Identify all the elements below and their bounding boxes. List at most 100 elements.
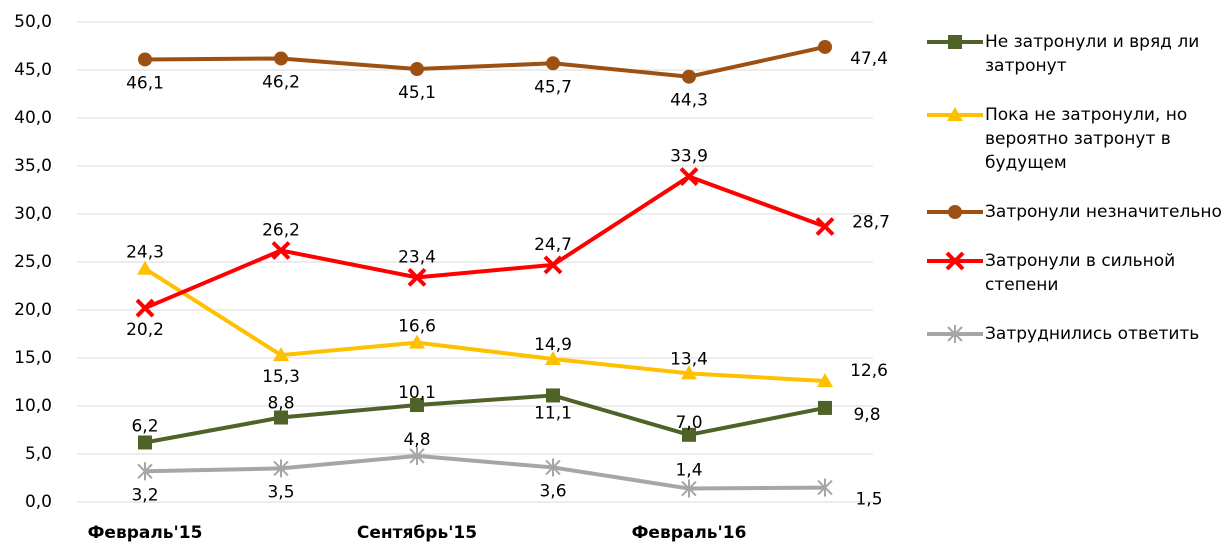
marker (947, 107, 963, 121)
y-tick-label: 0,0 (25, 492, 52, 512)
marker-shape (682, 427, 696, 442)
marker-shape (545, 350, 561, 365)
y-tick-label: 5,0 (25, 444, 52, 464)
marker (681, 365, 697, 380)
marker (546, 388, 560, 403)
series-line (144, 453, 826, 491)
marker-shape (274, 51, 288, 66)
data-label: 24,3 (126, 243, 164, 263)
data-label: 20,2 (126, 320, 164, 340)
marker (546, 56, 560, 71)
marker (681, 479, 697, 498)
legend-swatch (927, 325, 983, 343)
data-label: 1,4 (675, 461, 702, 481)
marker-shape (271, 241, 291, 260)
legend-swatch (927, 107, 983, 121)
marker-shape (681, 365, 697, 380)
y-tick-label: 15,0 (14, 348, 52, 368)
marker-shape (137, 462, 153, 481)
data-label: 10,1 (398, 383, 436, 403)
legend-entry: Затруднились ответить (925, 322, 1225, 346)
marker-shape (410, 398, 424, 413)
marker-shape (273, 347, 289, 362)
marker-shape (543, 255, 563, 275)
marker-shape (947, 107, 963, 121)
marker (137, 462, 153, 481)
marker (271, 241, 291, 260)
y-tick-label: 10,0 (14, 396, 52, 416)
y-tick-label: 35,0 (14, 156, 52, 176)
marker (407, 267, 427, 287)
series-line (144, 45, 826, 79)
marker (948, 35, 962, 49)
marker-shape (273, 459, 289, 478)
marker (409, 446, 425, 465)
legend-entry: Затронули в сильной степени (925, 249, 1225, 297)
data-label: 33,9 (670, 147, 708, 167)
marker-shape (679, 167, 699, 186)
data-label: 45,1 (398, 83, 436, 103)
marker (682, 69, 696, 84)
marker-shape (818, 400, 832, 415)
legend-entry: Затронули незначительно (925, 200, 1225, 224)
data-label: 15,3 (262, 367, 300, 387)
data-label: 46,1 (126, 73, 164, 93)
marker-shape (138, 435, 152, 450)
marker-shape (947, 325, 963, 343)
data-label: 23,4 (398, 247, 436, 267)
marker (817, 478, 833, 497)
data-label: 1,5 (855, 490, 882, 510)
data-label: 44,3 (670, 91, 708, 111)
y-tick-label: 40,0 (14, 108, 52, 128)
legend-entry: Не затронули и вряд ли затронут (925, 30, 1225, 78)
marker (135, 298, 155, 318)
marker (545, 458, 561, 477)
data-label: 6,2 (131, 416, 158, 436)
marker (818, 400, 832, 415)
series-line (144, 174, 826, 310)
marker (818, 39, 832, 54)
x-tick-label: Февраль'16 (632, 523, 747, 543)
marker (409, 334, 425, 349)
marker (410, 62, 424, 77)
marker (138, 52, 152, 67)
legend-entry: Пока не затронули, но вероятно затронут … (925, 103, 1225, 175)
legend: Не затронули и вряд ли затронут Пока не з… (925, 30, 1225, 371)
marker-shape (135, 298, 155, 318)
legend-label: Затронули незначительно (985, 202, 1222, 222)
legend-label: Пока не затронули, но вероятно затронут … (985, 105, 1188, 173)
data-label: 13,4 (670, 349, 708, 369)
legend-swatch (927, 205, 983, 219)
data-label: 24,7 (534, 235, 572, 255)
marker (138, 435, 152, 450)
marker-shape (817, 478, 833, 497)
marker-shape (682, 69, 696, 84)
data-label: 3,6 (539, 481, 566, 501)
data-label: 46,2 (262, 72, 300, 92)
marker-shape (546, 56, 560, 71)
marker-shape (546, 388, 560, 403)
marker (679, 167, 699, 186)
series-line (143, 267, 826, 384)
x-tick-label: Февраль'15 (88, 523, 203, 543)
data-label: 14,9 (534, 335, 572, 355)
marker (543, 255, 563, 275)
marker (274, 410, 288, 425)
chart: 0,0 5,0 10,0 15,0 20,0 25,0 30,0 35,0 40,0 45,0 50… (14, 12, 890, 543)
data-label: 47,4 (850, 49, 888, 69)
data-label: 3,5 (267, 482, 294, 502)
legend-swatch (927, 251, 983, 271)
marker (817, 373, 833, 388)
data-label: 28,7 (852, 212, 890, 232)
y-tick-label: 50,0 (14, 12, 52, 32)
data-label: 8,8 (267, 394, 294, 414)
marker-shape (948, 205, 962, 219)
marker (682, 427, 696, 442)
marker-shape (410, 62, 424, 77)
legend-swatch (927, 35, 983, 49)
data-label: 12,6 (850, 361, 888, 381)
marker-shape (817, 373, 833, 388)
marker (945, 251, 965, 271)
marker (947, 325, 963, 343)
y-tick-label: 30,0 (14, 204, 52, 224)
